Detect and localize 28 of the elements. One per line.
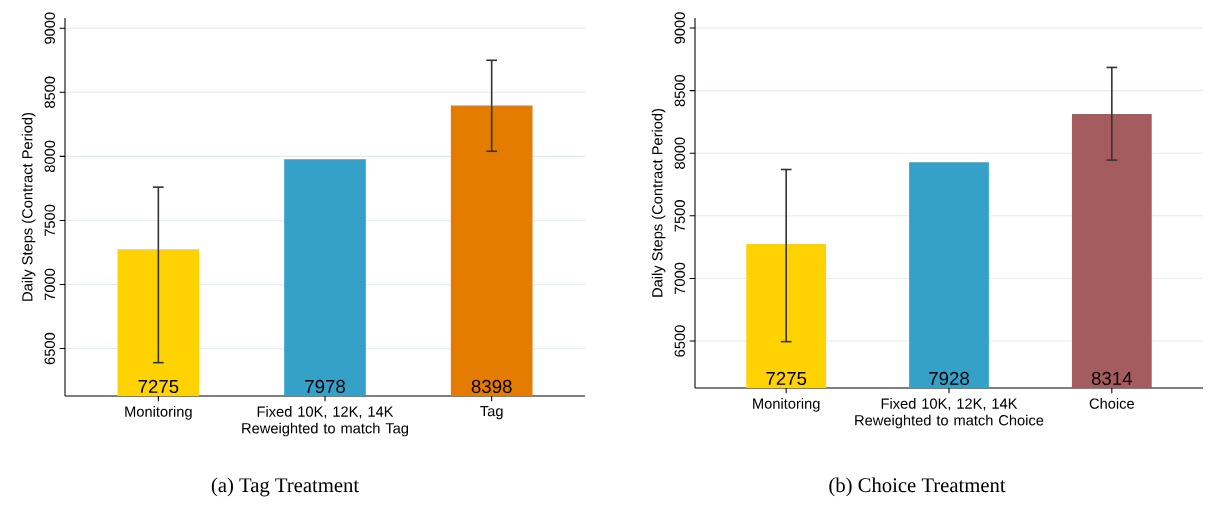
y-tick-label: 7000 <box>674 262 685 294</box>
y-tick-label: 8500 <box>44 76 55 108</box>
y-tick-label: 8000 <box>44 140 55 173</box>
data-label: 7275 <box>766 371 807 386</box>
x-tick-label: Monitoring <box>753 398 820 412</box>
x-tick-label: Fixed 10K, 12K, 14K Reweighted to match Tag <box>242 406 409 437</box>
x-tick-label: Choice <box>1089 398 1134 409</box>
y-tick-label: 6500 <box>674 325 685 357</box>
data-label: 8314 <box>1091 371 1133 386</box>
text: (a) Tag Treatment <box>211 477 360 497</box>
y-tick-label: 7500 <box>44 204 55 236</box>
y-tick-label: 6500 <box>44 332 55 365</box>
y-tick-label: 8500 <box>674 74 685 107</box>
x-tick-label: Fixed 10K, 12K, 14K Reweighted to match Choice <box>855 398 1044 429</box>
data-label: 7275 <box>138 379 179 394</box>
y-tick-label: 9000 <box>674 12 685 44</box>
y-tick-label: 7500 <box>674 200 685 232</box>
y-tick-label: 8000 <box>674 137 685 169</box>
data-label: 7928 <box>929 371 969 386</box>
y-tick-label: 7000 <box>44 268 55 301</box>
y-axis-title: Daily Steps (Contract Period) <box>21 112 36 301</box>
data-label: 7978 <box>305 379 345 394</box>
text: (b) Choice Treatment <box>829 477 1006 497</box>
y-axis-title: Daily Steps (Contract Period) <box>651 108 666 297</box>
y-tick-label: 9000 <box>44 12 55 44</box>
data-label: 8398 <box>471 379 512 394</box>
x-tick-label: Tag <box>480 406 503 420</box>
x-tick-label: Monitoring <box>125 406 192 420</box>
